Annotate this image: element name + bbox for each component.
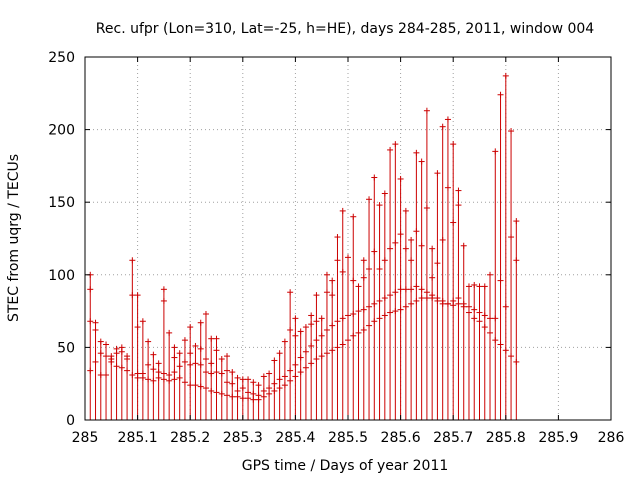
x-tick-label: 285.1 (118, 430, 158, 446)
x-tick-label: 285.8 (486, 430, 526, 446)
y-tick-label: 0 (66, 413, 75, 429)
y-tick-label: 250 (48, 50, 75, 66)
y-tick-label: 100 (48, 268, 75, 284)
y-tick-label: 200 (48, 123, 75, 139)
y-axis-label: STEC from uqrg / TECUs (6, 154, 22, 322)
y-tick-label: 50 (57, 340, 75, 356)
x-tick-label: 285.7 (433, 430, 473, 446)
x-tick-label: 285.4 (275, 430, 315, 446)
x-tick-label: 285 (72, 430, 99, 446)
data-layer (87, 72, 520, 420)
tick-layer: 285 285.1 285.2 285.3 285.4 285.5 285.6 285.7 28… (48, 50, 624, 446)
x-tick-label: 285.3 (223, 430, 263, 446)
x-tick-label: 285.9 (538, 430, 578, 446)
y-tick-label: 150 (48, 195, 75, 211)
x-tick-label: 285.2 (170, 430, 210, 446)
x-axis-label: GPS time / Days of year 2011 (242, 458, 449, 474)
x-tick-label: 285.5 (328, 430, 368, 446)
x-tick-label: 286 (598, 430, 625, 446)
chart-title: Rec. ufpr (Lon=310, Lat=-25, h=HE), days… (96, 21, 595, 37)
x-tick-label: 285.6 (381, 430, 421, 446)
